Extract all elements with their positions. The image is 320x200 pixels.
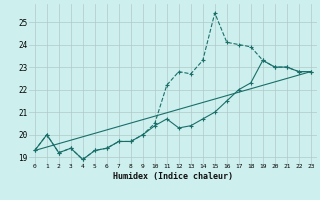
X-axis label: Humidex (Indice chaleur): Humidex (Indice chaleur) (113, 172, 233, 181)
